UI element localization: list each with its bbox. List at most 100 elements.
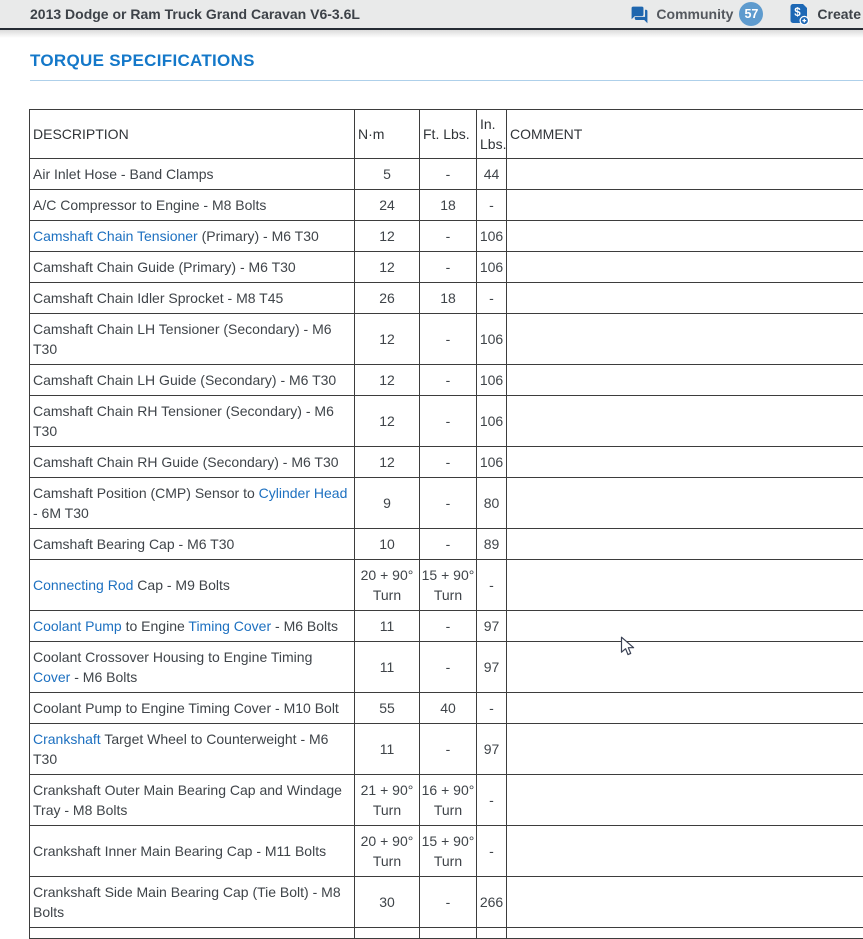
description-cell: Camshaft Chain RH Guide (Secondary) - M6… — [30, 447, 355, 478]
comment-cell — [507, 775, 863, 826]
ftlbs-cell: 15 + 90° Turn — [420, 826, 477, 877]
comment-cell — [507, 190, 863, 221]
table-row: Coolant Pump to Engine Timing Cover - M1… — [30, 693, 863, 724]
comment-cell — [507, 396, 863, 447]
comment-cell — [507, 159, 863, 190]
comment-cell — [507, 877, 863, 928]
description-cell: Camshaft Position (CMP) Sensor to Cylind… — [30, 478, 355, 529]
column-header-ftlbs: Ft. Lbs. — [420, 110, 477, 159]
description-cell: Crankshaft Inner Main Bearing Cap - M11 … — [30, 826, 355, 877]
comment-cell — [507, 314, 863, 365]
nm-cell: 20 + 90° Turn — [355, 560, 420, 611]
comment-cell — [507, 365, 863, 396]
description-cell: Crankshaft Outer Main Bearing Cap and Wi… — [30, 775, 355, 826]
ftlbs-cell: - — [420, 365, 477, 396]
comment-cell — [507, 560, 863, 611]
inlbs-cell: 106 — [477, 447, 507, 478]
community-count-badge: 57 — [739, 2, 763, 26]
description-cell: Camshaft Chain LH Tensioner (Secondary) … — [30, 314, 355, 365]
top-bar-shadow — [0, 30, 863, 38]
ftlbs-cell: - — [420, 529, 477, 560]
top-bar-actions: Community 57 $ Create — [630, 2, 861, 26]
create-quote-icon: $ — [789, 3, 810, 26]
nm-cell: 12 — [355, 314, 420, 365]
ftlbs-cell: - — [420, 478, 477, 529]
nm-cell: 9 — [355, 478, 420, 529]
table-row: Crankshaft Side Main Bearing Cap (Tie Bo… — [30, 877, 863, 928]
inlbs-cell: - — [477, 190, 507, 221]
table-row — [30, 928, 863, 939]
ftlbs-cell: - — [420, 724, 477, 775]
column-header-inlbs: In. Lbs. — [477, 110, 507, 159]
table-row: Crankshaft Target Wheel to Counterweight… — [30, 724, 863, 775]
part-link[interactable]: Timing Cover — [188, 618, 271, 634]
nm-cell: 26 — [355, 283, 420, 314]
comment-cell — [507, 724, 863, 775]
inlbs-cell: 106 — [477, 221, 507, 252]
part-link[interactable]: Crankshaft — [33, 731, 101, 747]
table-row: A/C Compressor to Engine - M8 Bolts 24 1… — [30, 190, 863, 221]
ftlbs-cell: - — [420, 642, 477, 693]
comment-cell — [507, 928, 863, 939]
nm-cell: 24 — [355, 190, 420, 221]
nm-cell: 12 — [355, 447, 420, 478]
description-cell: Camshaft Chain Tensioner (Primary) - M6 … — [30, 221, 355, 252]
description-cell: Air Inlet Hose - Band Clamps — [30, 159, 355, 190]
inlbs-cell: 106 — [477, 365, 507, 396]
top-bar: 2013 Dodge or Ram Truck Grand Caravan V6… — [0, 0, 863, 30]
comment-cell — [507, 447, 863, 478]
ftlbs-cell: 40 — [420, 693, 477, 724]
nm-cell: 20 + 90° Turn — [355, 826, 420, 877]
table-row: Camshaft Chain LH Guide (Secondary) - M6… — [30, 365, 863, 396]
torque-table: DESCRIPTION N·m Ft. Lbs. In. Lbs. COMMEN… — [29, 109, 863, 939]
create-label: Create — [817, 6, 861, 22]
description-cell: Coolant Pump to Engine Timing Cover - M1… — [30, 693, 355, 724]
nm-cell: 12 — [355, 252, 420, 283]
column-header-description: DESCRIPTION — [30, 110, 355, 159]
ftlbs-cell: 16 + 90° Turn — [420, 775, 477, 826]
inlbs-cell: - — [477, 826, 507, 877]
create-button[interactable]: $ Create — [789, 3, 861, 26]
part-link[interactable]: Cylinder Head — [259, 485, 348, 501]
table-row: Camshaft Chain RH Guide (Secondary) - M6… — [30, 447, 863, 478]
inlbs-cell: 266 — [477, 877, 507, 928]
torque-table-container: DESCRIPTION N·m Ft. Lbs. In. Lbs. COMMEN… — [29, 109, 863, 939]
table-row: Crankshaft Outer Main Bearing Cap and Wi… — [30, 775, 863, 826]
column-header-comment: COMMENT — [507, 110, 863, 159]
description-cell: Coolant Pump to Engine Timing Cover - M6… — [30, 611, 355, 642]
ftlbs-cell: - — [420, 611, 477, 642]
ftlbs-cell: - — [420, 159, 477, 190]
part-link[interactable]: Cover — [33, 669, 70, 685]
inlbs-cell: 97 — [477, 611, 507, 642]
comment-cell — [507, 642, 863, 693]
table-row: Camshaft Chain Idler Sprocket - M8 T45 2… — [30, 283, 863, 314]
page-title: TORQUE SPECIFICATIONS — [30, 51, 255, 70]
inlbs-cell: - — [477, 283, 507, 314]
community-button[interactable]: Community 57 — [630, 2, 763, 26]
description-cell: Camshaft Chain Guide (Primary) - M6 T30 — [30, 252, 355, 283]
description-cell: Camshaft Chain Idler Sprocket - M8 T45 — [30, 283, 355, 314]
ftlbs-cell: - — [420, 314, 477, 365]
comment-cell — [507, 221, 863, 252]
table-row: Coolant Crossover Housing to Engine Timi… — [30, 642, 863, 693]
comment-cell — [507, 252, 863, 283]
ftlbs-cell: 18 — [420, 190, 477, 221]
table-row: Coolant Pump to Engine Timing Cover - M6… — [30, 611, 863, 642]
description-cell: A/C Compressor to Engine - M8 Bolts — [30, 190, 355, 221]
inlbs-cell: 106 — [477, 314, 507, 365]
table-row: Crankshaft Inner Main Bearing Cap - M11 … — [30, 826, 863, 877]
part-link[interactable]: Coolant Pump — [33, 618, 122, 634]
nm-cell: 12 — [355, 396, 420, 447]
table-header-row: DESCRIPTION N·m Ft. Lbs. In. Lbs. COMMEN… — [30, 110, 863, 159]
inlbs-cell: 106 — [477, 396, 507, 447]
page-heading-underline: TORQUE SPECIFICATIONS — [30, 51, 863, 81]
part-link[interactable]: Camshaft Chain Tensioner — [33, 228, 198, 244]
table-row: Camshaft Chain Tensioner (Primary) - M6 … — [30, 221, 863, 252]
part-link[interactable]: Connecting Rod — [33, 577, 133, 593]
ftlbs-cell: - — [420, 447, 477, 478]
table-row: Camshaft Chain LH Tensioner (Secondary) … — [30, 314, 863, 365]
column-header-nm: N·m — [355, 110, 420, 159]
community-label: Community — [656, 6, 733, 22]
inlbs-cell: 80 — [477, 478, 507, 529]
comment-cell — [507, 826, 863, 877]
